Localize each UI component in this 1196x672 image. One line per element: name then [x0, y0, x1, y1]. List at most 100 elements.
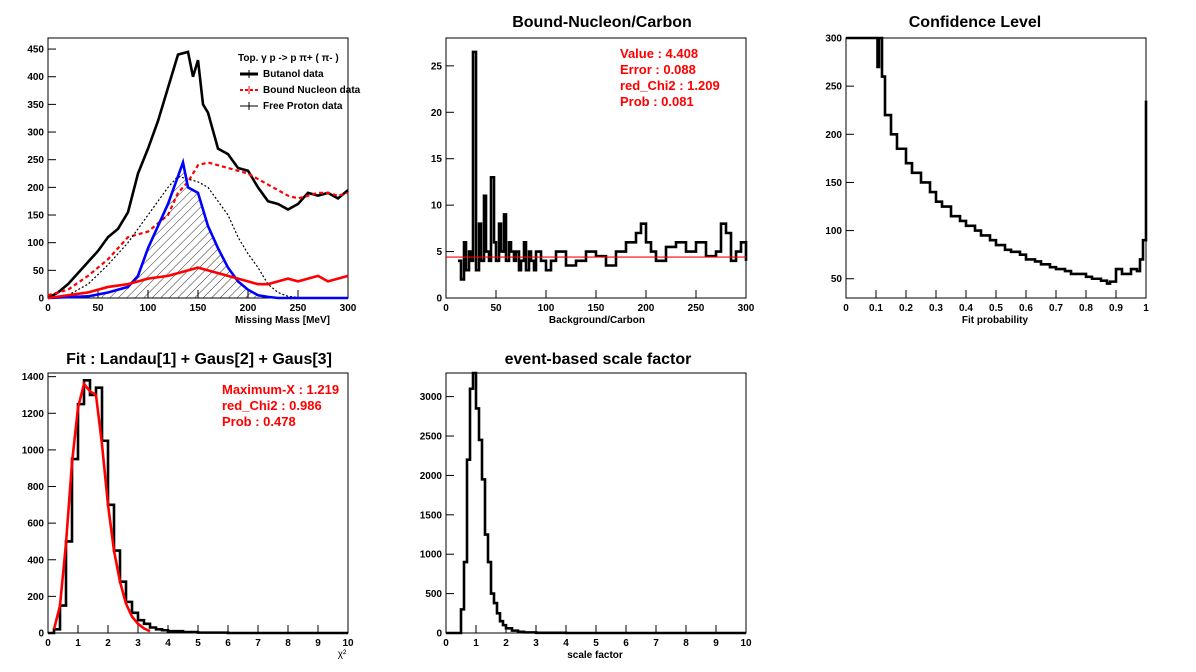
landau-gaus-y-tick-label: 1000 [22, 445, 45, 456]
landau-gaus-plot-area: 0 1 2 3 4 5 6 7 8 9 10 0 200 400 600 800 1000 1200 1400 [22, 372, 354, 649]
landau-gaus-y-tick-label: 1400 [22, 372, 45, 383]
confidence-level-x-tick-label: 0.8 [1079, 303, 1093, 314]
bound-nucleon-x-tick-label: 300 [738, 303, 755, 314]
landau-gaus-x-tick-label: 10 [342, 638, 354, 649]
landau-gaus-x-tick-label: 4 [165, 638, 171, 649]
missing-mass-series-free-proton-data-line [47, 175, 309, 299]
bound-nucleon-y-tick-label: 0 [436, 294, 442, 305]
missing-mass-series-butanol-data-line [47, 50, 349, 300]
missing-mass-series-3-line [47, 157, 348, 300]
landau-gaus-x-tick-label: 9 [315, 638, 321, 649]
landau-gaus-title: Fit : Landau[1] + Gaus[2] + Gaus[3] [66, 351, 332, 368]
confidence-level-x-tick-label: 0.9 [1109, 303, 1123, 314]
scale-factor-x-tick-label: 4 [563, 638, 569, 649]
missing-mass-x-tick-label: 0 [45, 303, 51, 314]
maximum-x-label: Maximum-X : 1.219 [222, 382, 339, 397]
landau-gaus-x-tick-label: 1 [75, 638, 81, 649]
landau-gaus-x-tick-label: 5 [195, 638, 201, 649]
landau-gaus-series-0-line [48, 379, 348, 635]
scale-factor-x-tick-label: 8 [683, 638, 689, 649]
missing-mass-x-tick-label: 300 [340, 303, 357, 314]
bound-nucleon-carbon-panel: 0 50 100 150 200 250 300 0 5 10 15 20 25 Bound-Nucle… [431, 14, 755, 326]
scale-factor-y-tick-label: 2000 [420, 471, 443, 482]
confidence-level-x-tick-label: 0.4 [959, 303, 973, 314]
bound-nucleon-y-tick-label: 20 [431, 108, 443, 119]
landau-gaus-y-tick-label: 600 [27, 519, 44, 530]
scale-factor-x-axis-label: scale factor [567, 650, 623, 661]
bound-nucleon-plot-area: 0 50 100 150 200 250 300 0 5 10 15 20 25 [431, 37, 755, 314]
confidence-level-x-tick-label: 0.2 [899, 303, 913, 314]
missing-mass-x-tick-label: 200 [240, 303, 257, 314]
confidence-level-x-tick-label: 0 [843, 303, 849, 314]
scale-factor-y-tick-label: 500 [425, 589, 442, 600]
scale-factor-x-tick-label: 7 [653, 638, 659, 649]
bound-nucleon-x-tick-label: 250 [688, 303, 705, 314]
bound-nucleon-x-tick-label: 100 [538, 303, 555, 314]
fit-value-label: Value : 4.408 [620, 46, 698, 61]
confidence-level-series-0-line [846, 36, 1148, 285]
landau-gaus-x-tick-label: 6 [225, 638, 231, 649]
bound-nucleon-y-tick-label: 5 [436, 247, 442, 258]
missing-mass-series-4-line [47, 266, 349, 300]
scale-factor-panel: 0 1 2 3 4 5 6 7 8 9 10 0 500 1000 1500 2000 2500 3000 eve… [420, 351, 752, 661]
landau-gaus-fit-panel: 0 1 2 3 4 5 6 7 8 9 10 0 200 400 600 800 1000 1200 1400 Fi… [22, 351, 354, 660]
bound-nucleon-y-tick-label: 15 [431, 154, 443, 165]
confidence-level-x-tick-label: 0.7 [1049, 303, 1063, 314]
missing-mass-y-tick-label: 300 [27, 128, 44, 139]
missing-mass-y-tick-label: 50 [33, 266, 45, 277]
scale-factor-y-tick-label: 0 [436, 629, 442, 640]
landau-gaus-x-tick-label: 2 [105, 638, 111, 649]
missing-mass-y-tick-label: 400 [27, 72, 44, 83]
bound-nucleon-series-0-line [458, 50, 748, 281]
missing-mass-legend: Top. γ p -> p π+ ( π- ) Butanol data Bou… [238, 53, 361, 112]
legend-entry-butanol: Butanol data [263, 69, 324, 80]
landau-gaus-y-tick-label: 0 [38, 629, 44, 640]
missing-mass-x-tick-label: 150 [190, 303, 207, 314]
confidence-level-plot-area: 0 0.1 0.2 0.3 0.4 0.5 0.6 0.7 0.8 0.9 150100150200… [825, 34, 1149, 315]
scale-factor-series-0-line [446, 371, 746, 635]
scale-factor-y-tick-label: 1500 [420, 510, 443, 521]
confidence-level-y-tick-label: 200 [825, 130, 842, 141]
bound-nucleon-x-tick-label: 50 [490, 303, 502, 314]
missing-mass-x-tick-label: 250 [290, 303, 307, 314]
legend-title: Top. γ p -> p π+ ( π- ) [238, 53, 339, 64]
fit-prob-label: Prob : 0.081 [620, 94, 694, 109]
legend-entry-bound-nucleon: Bound Nucleon data [263, 85, 361, 96]
fit-redchi2-label: red_Chi2 : 1.209 [620, 78, 720, 93]
scale-factor-x-tick-label: 1 [473, 638, 479, 649]
scale-factor-x-tick-label: 5 [593, 638, 599, 649]
missing-mass-y-tick-label: 450 [27, 45, 44, 56]
landau-gaus-y-tick-label: 200 [27, 592, 44, 603]
scale-factor-x-tick-label: 6 [623, 638, 629, 649]
bound-nucleon-x-axis-label: Background/Carbon [549, 315, 645, 326]
scale-factor-y-tick-label: 2500 [420, 432, 443, 443]
bound-nucleon-x-tick-label: 200 [638, 303, 655, 314]
bound-nucleon-y-tick-label: 10 [431, 201, 443, 212]
missing-mass-series-bound-nucleon-data-line [47, 161, 349, 297]
scale-factor-x-tick-label: 2 [503, 638, 509, 649]
confidence-level-frame [845, 37, 1147, 299]
missing-mass-series-3-hatch [48, 162, 348, 298]
bound-nucleon-title: Bound-Nucleon/Carbon [512, 14, 692, 31]
missing-mass-y-tick-label: 200 [27, 183, 44, 194]
fit-error-label: Error : 0.088 [620, 62, 696, 77]
scale-factor-frame [445, 372, 747, 634]
landau-gaus-series-fit-line [52, 381, 151, 633]
confidence-level-y-tick-label: 250 [825, 82, 842, 93]
scale-factor-x-tick-label: 0 [443, 638, 449, 649]
missing-mass-y-tick-label: 250 [27, 155, 44, 166]
landau-gaus-x-tick-label: 0 [45, 638, 51, 649]
scale-factor-title: event-based scale factor [505, 351, 692, 368]
confidence-level-y-tick-label: 50 [831, 274, 843, 285]
legend-entry-free-proton: Free Proton data [263, 101, 343, 112]
missing-mass-x-tick-label: 50 [92, 303, 104, 314]
confidence-level-y-tick-label: 100 [825, 226, 842, 237]
scale-factor-x-tick-label: 3 [533, 638, 539, 649]
confidence-level-x-tick-label: 1 [1143, 303, 1149, 314]
missing-mass-y-tick-label: 0 [38, 294, 44, 305]
landau-gaus-x-axis-label: χ² [338, 649, 347, 660]
confidence-level-x-tick-label: 0.1 [869, 303, 883, 314]
missing-mass-y-tick-label: 150 [27, 211, 44, 222]
landau-gaus-y-tick-label: 800 [27, 482, 44, 493]
